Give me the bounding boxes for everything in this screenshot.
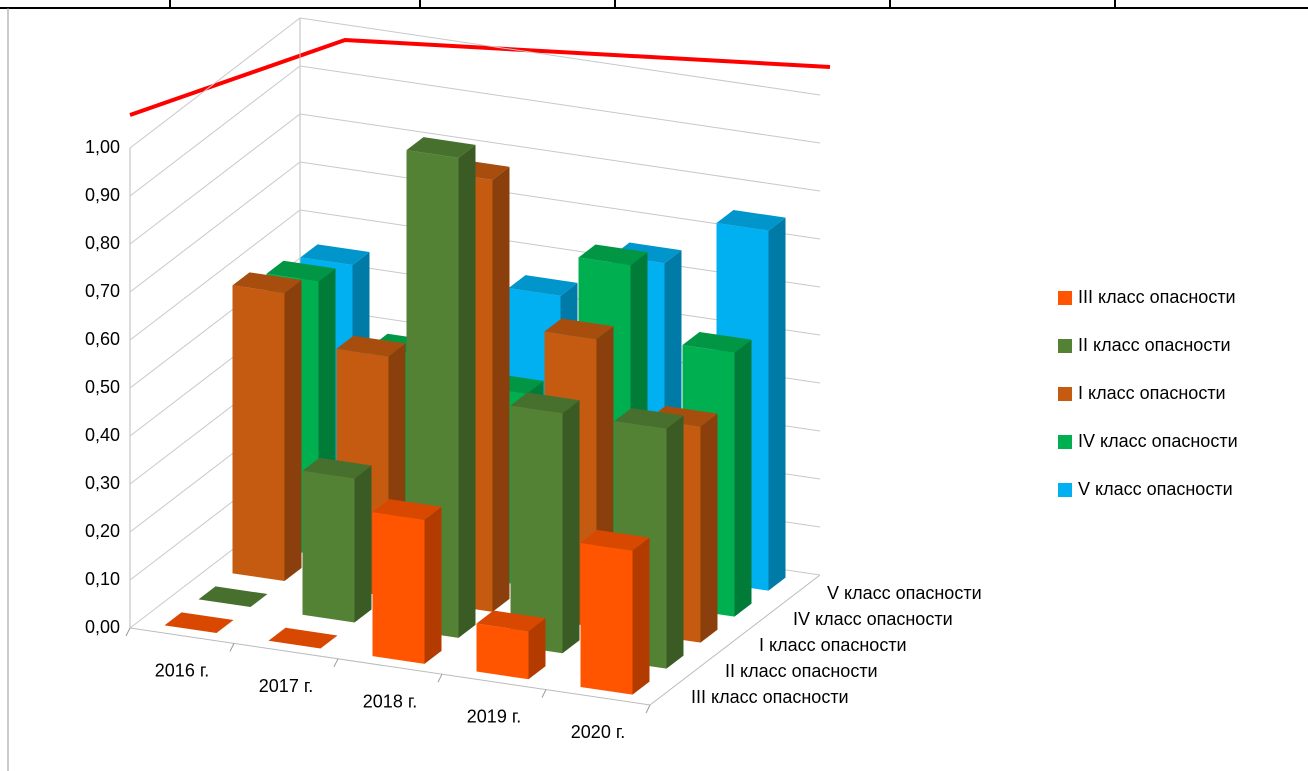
bar-side	[768, 217, 786, 591]
legend-swatch	[1058, 387, 1072, 401]
y-tick-label: 0,40	[85, 425, 120, 445]
bar-top	[682, 331, 752, 353]
x-tick-label: 2019 г.	[467, 707, 521, 727]
depth-label: I класс опасности	[759, 635, 907, 655]
legend-swatch	[1058, 483, 1072, 497]
bar-top	[300, 244, 370, 266]
bar-front	[372, 512, 425, 664]
legend-swatch	[1058, 435, 1072, 449]
bar-side	[528, 618, 546, 680]
y-tick-label: 0,30	[85, 473, 120, 493]
bar-top	[580, 529, 650, 551]
x-tick	[333, 658, 339, 668]
y-tick-label: 0,20	[85, 521, 120, 541]
bar	[510, 392, 580, 654]
bar-top	[268, 627, 338, 649]
bar-top	[406, 137, 476, 158]
bar-side	[632, 537, 650, 695]
bar-top	[198, 586, 268, 608]
bar-side	[562, 400, 580, 654]
depth-label: III класс опасности	[691, 687, 849, 707]
depth-label: IV класс опасности	[793, 609, 953, 629]
bar-top	[716, 209, 786, 231]
bar-top	[614, 407, 684, 429]
legend-label: II класс опасности	[1078, 335, 1231, 355]
y-tick-label: 0,70	[85, 281, 120, 301]
depth-label: V класс опасности	[827, 583, 982, 603]
x-tick-label: 2018 г.	[363, 691, 417, 711]
y-tick-label: 0,00	[85, 617, 120, 637]
bar	[164, 612, 234, 634]
x-tick-label: 2020 г.	[571, 722, 625, 742]
bar-side	[284, 280, 302, 582]
bar	[372, 499, 442, 664]
bar-side	[666, 415, 684, 669]
bar-top	[544, 318, 614, 340]
bar-side	[734, 339, 752, 617]
y-tick-label: 1,00	[85, 137, 120, 157]
bar-front	[510, 405, 563, 654]
bar	[580, 529, 650, 695]
legend-label: IV класс опасности	[1078, 431, 1238, 451]
bar-top	[232, 272, 302, 294]
grid-line	[129, 65, 821, 197]
bar	[476, 610, 546, 680]
x-tick	[437, 673, 443, 683]
bar-top	[510, 392, 580, 414]
bar-top	[372, 499, 442, 520]
legend-label: I класс опасности	[1078, 383, 1226, 403]
bar-side	[700, 413, 718, 643]
y-tick-label: 0,90	[85, 185, 120, 205]
bar-side	[354, 465, 372, 623]
grid-line	[129, 161, 821, 293]
legend-label: III класс опасности	[1078, 287, 1236, 307]
grid-line	[129, 113, 821, 245]
legend-swatch	[1058, 291, 1072, 305]
bar-top	[266, 260, 336, 282]
y-tick-label: 0,80	[85, 233, 120, 253]
bar-side	[492, 166, 510, 612]
bar	[268, 627, 338, 649]
x-tick	[125, 627, 131, 637]
x-tick	[541, 689, 547, 698]
bar-top	[476, 610, 546, 632]
y-tick-label: 0,10	[85, 569, 120, 589]
legend-label: V класс опасности	[1078, 479, 1233, 499]
bar-side	[458, 144, 476, 638]
bar-front	[232, 285, 285, 582]
bar	[302, 457, 372, 623]
bar-front	[580, 542, 633, 695]
grid-line	[129, 17, 821, 149]
red-line	[129, 37, 831, 117]
legend-swatch	[1058, 339, 1072, 353]
bar-top	[302, 457, 372, 479]
bar-top	[508, 275, 578, 296]
bar-front	[302, 470, 355, 623]
y-tick-label: 0,50	[85, 377, 120, 397]
x-tick	[645, 704, 651, 714]
bar	[198, 586, 268, 608]
y-tick-label: 0,60	[85, 329, 120, 349]
bar-top	[336, 335, 406, 357]
bar-side	[424, 506, 442, 664]
depth-label: II класс опасности	[725, 661, 878, 681]
bar-top	[578, 244, 648, 266]
x-tick-label: 2017 г.	[259, 676, 313, 696]
bar	[232, 272, 302, 582]
x-tick-label: 2016 г.	[155, 660, 209, 680]
bar-front	[476, 623, 529, 680]
x-tick	[229, 643, 235, 652]
bar-top	[164, 612, 234, 634]
